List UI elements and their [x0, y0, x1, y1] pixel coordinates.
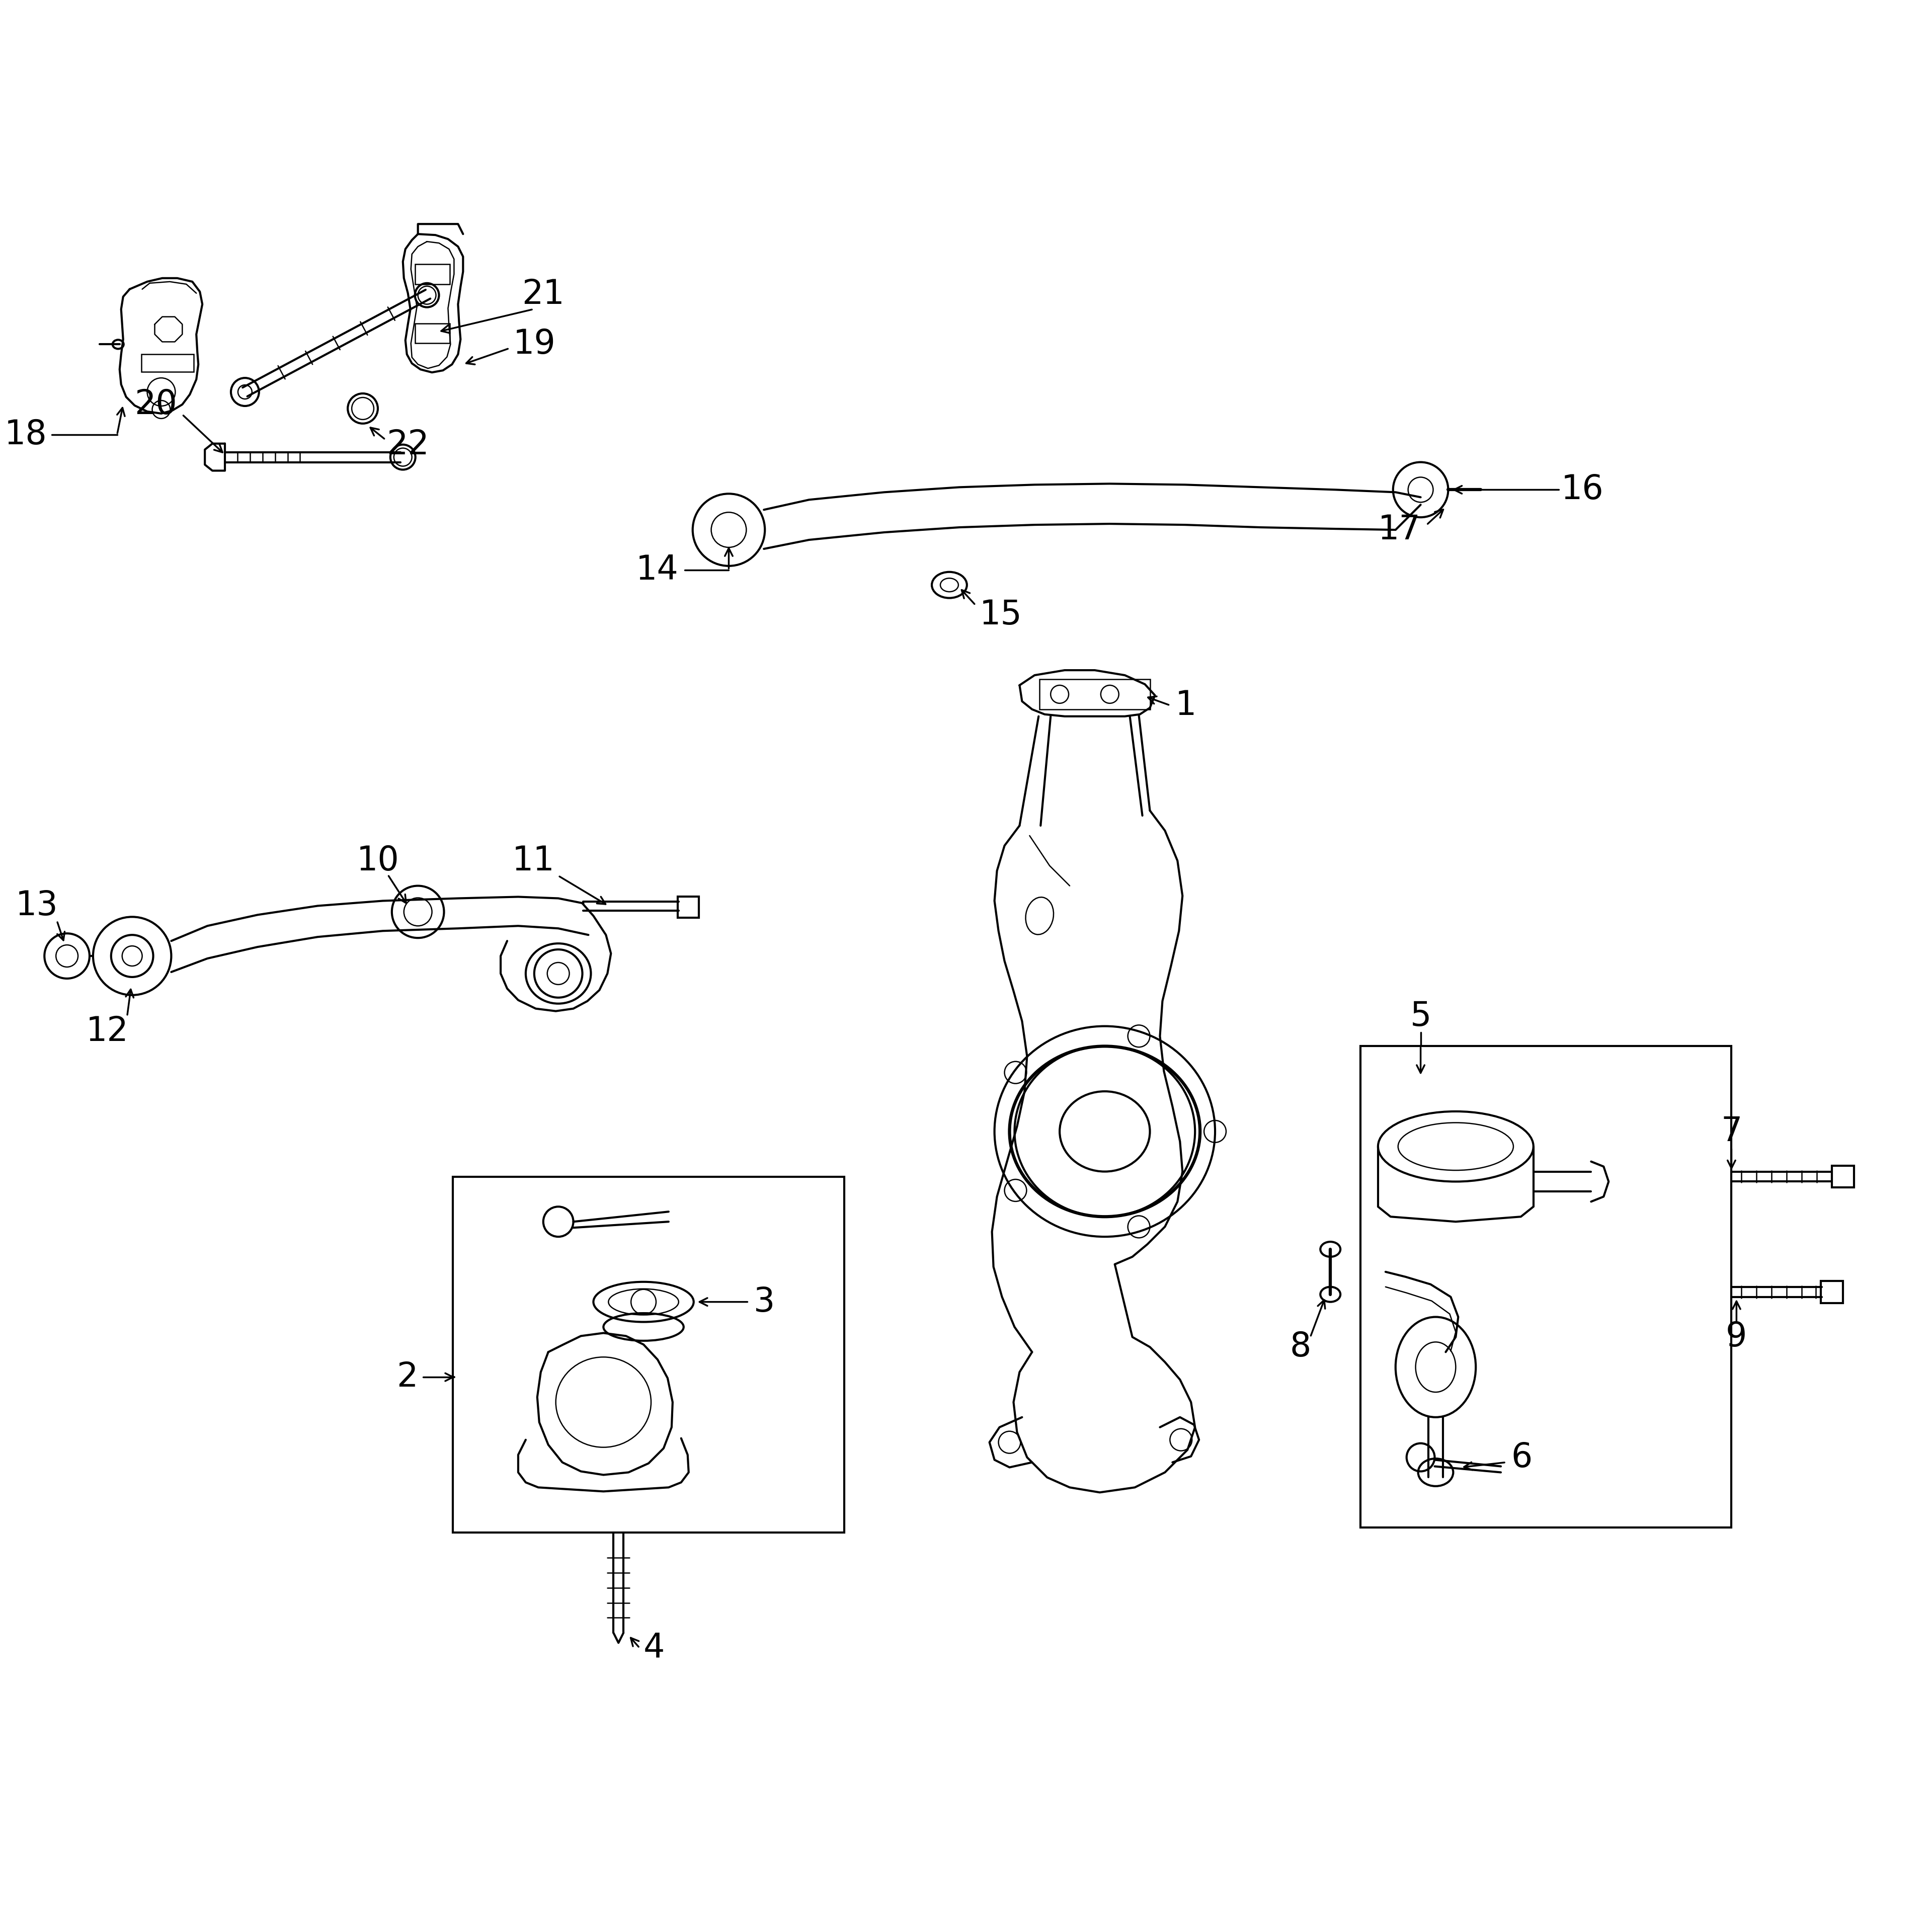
Bar — [1820, 1281, 1843, 1302]
Bar — [678, 896, 699, 918]
Text: 3: 3 — [753, 1285, 775, 1318]
Text: 9: 9 — [1725, 1320, 1747, 1354]
Bar — [415, 323, 450, 344]
Text: 20: 20 — [135, 388, 178, 421]
Text: 12: 12 — [85, 1014, 128, 1047]
Text: 13: 13 — [15, 889, 58, 922]
Text: 15: 15 — [980, 599, 1022, 632]
Text: 10: 10 — [357, 844, 400, 877]
Text: 21: 21 — [522, 278, 564, 311]
Text: 16: 16 — [1561, 473, 1604, 506]
Text: 14: 14 — [636, 553, 678, 587]
Text: 22: 22 — [386, 429, 429, 462]
Bar — [1832, 1165, 1855, 1188]
Text: 6: 6 — [1511, 1441, 1532, 1474]
Text: 4: 4 — [643, 1631, 665, 1665]
Text: 18: 18 — [4, 417, 46, 452]
Bar — [1039, 680, 1150, 709]
Bar — [1360, 1047, 1731, 1528]
Text: 1: 1 — [1175, 688, 1196, 723]
Text: 5: 5 — [1410, 999, 1432, 1034]
Text: 8: 8 — [1291, 1331, 1312, 1364]
Text: 11: 11 — [512, 844, 554, 877]
Bar — [141, 354, 193, 371]
Bar — [452, 1177, 844, 1532]
Text: 19: 19 — [514, 328, 556, 361]
Bar — [415, 265, 450, 284]
Text: 2: 2 — [396, 1360, 417, 1393]
Text: 17: 17 — [1378, 514, 1420, 547]
Text: 7: 7 — [1721, 1115, 1743, 1148]
